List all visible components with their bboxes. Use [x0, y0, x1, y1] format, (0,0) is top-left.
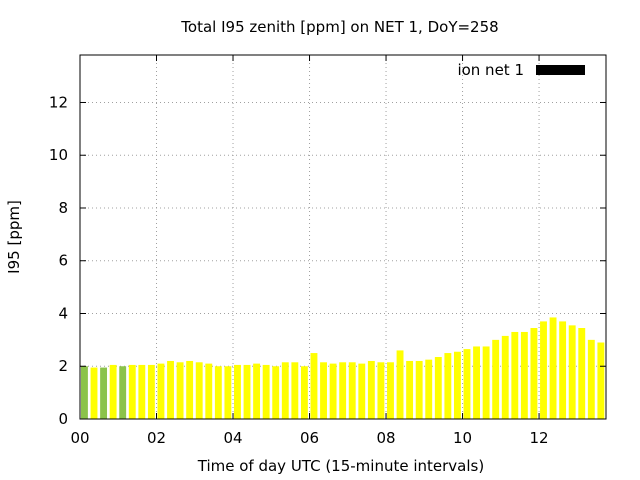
- bar: [243, 364, 251, 419]
- bar: [272, 366, 280, 419]
- bar: [90, 367, 98, 419]
- bar: [291, 362, 299, 419]
- bar: [568, 325, 576, 419]
- bar: [492, 339, 500, 419]
- bar: [147, 364, 155, 419]
- bar: [195, 362, 203, 419]
- bar: [310, 353, 318, 419]
- bar: [549, 317, 557, 419]
- bar: [281, 362, 289, 419]
- legend-swatch: [536, 65, 585, 75]
- bar: [253, 363, 261, 419]
- bar: [520, 331, 528, 419]
- x-tick-label: 02: [147, 429, 166, 447]
- bar: [463, 349, 471, 419]
- bar: [587, 339, 595, 419]
- x-tick-label: 10: [453, 429, 472, 447]
- bar: [367, 360, 375, 419]
- bar: [300, 366, 308, 419]
- bar: [186, 360, 194, 419]
- bar: [453, 351, 461, 419]
- bar: [425, 359, 433, 419]
- x-tick-label: 08: [376, 429, 395, 447]
- legend-label: ion net 1: [457, 61, 524, 79]
- bars: [81, 317, 605, 419]
- plot-frame: [79, 54, 607, 420]
- bar: [167, 360, 174, 419]
- chart-title: Total I95 zenith [ppm] on NET 1, DoY=258: [180, 18, 498, 36]
- bar: [339, 362, 347, 419]
- bar: [224, 366, 232, 419]
- bar: [387, 362, 394, 419]
- y-tick-label: 4: [58, 304, 68, 322]
- ticks: [79, 55, 606, 420]
- bar: [578, 328, 586, 419]
- x-tick-label: 00: [70, 429, 89, 447]
- bar: [501, 335, 509, 419]
- legend: ion net 1: [457, 61, 585, 79]
- y-axis-label: I95 [ppm]: [5, 200, 23, 274]
- axes: [79, 54, 607, 420]
- bar: [320, 362, 327, 419]
- x-tick-label: 04: [223, 429, 242, 447]
- bar: [176, 362, 184, 419]
- bar: [234, 364, 241, 419]
- y-tick-label: 6: [58, 252, 68, 270]
- bar: [473, 346, 480, 419]
- x-tick-label: 12: [530, 429, 549, 447]
- bar: [81, 366, 88, 419]
- bar: [262, 364, 270, 419]
- x-tick-label: 06: [300, 429, 319, 447]
- bar: [444, 353, 452, 419]
- bar: [482, 346, 490, 419]
- bar: [348, 362, 356, 419]
- bar: [415, 360, 423, 419]
- bar: [540, 321, 547, 419]
- bar: [396, 350, 404, 419]
- bar: [205, 363, 213, 419]
- bar: [559, 321, 567, 419]
- bar: [100, 367, 108, 419]
- bar: [109, 364, 117, 419]
- bar: [138, 364, 146, 419]
- bar: [128, 364, 136, 419]
- bar: [329, 363, 337, 419]
- bar: [434, 357, 442, 419]
- bar: [530, 328, 538, 419]
- y-tick-label: 0: [58, 410, 68, 428]
- y-tick-label: 10: [49, 146, 68, 164]
- bar: [157, 363, 165, 419]
- y-tick-label: 8: [58, 199, 68, 217]
- bar: [214, 366, 222, 419]
- bar: [597, 342, 605, 419]
- bar: [358, 363, 366, 419]
- x-axis-label: Time of day UTC (15-minute intervals): [197, 457, 484, 475]
- bar: [377, 362, 385, 419]
- bar: [119, 366, 127, 419]
- grid: [80, 55, 606, 419]
- bar: [511, 331, 519, 419]
- bar: [406, 360, 414, 419]
- y-tick-label: 12: [49, 93, 68, 111]
- y-tick-label: 2: [58, 357, 68, 375]
